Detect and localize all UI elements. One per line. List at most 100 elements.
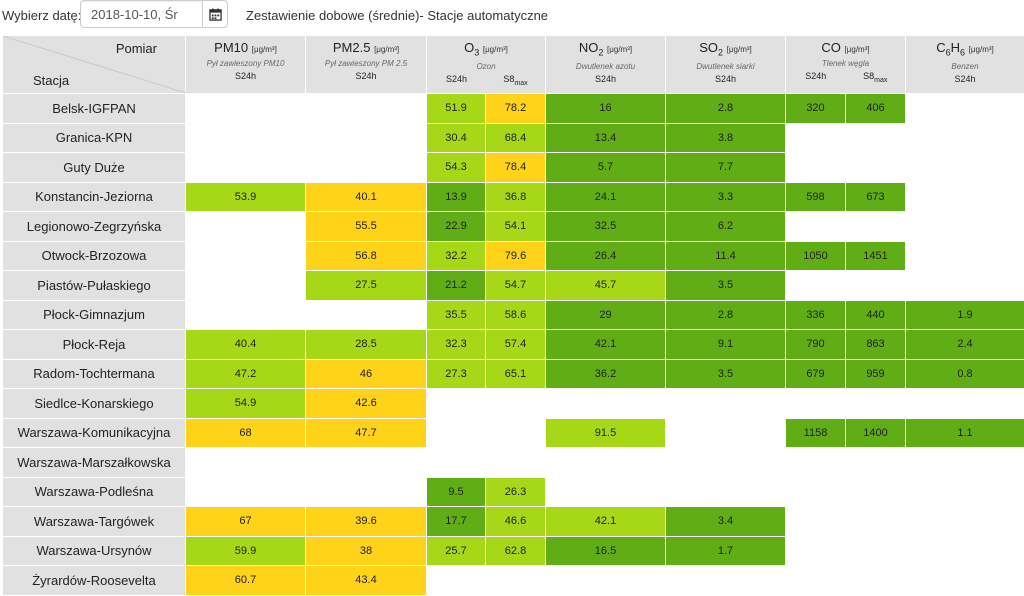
value-cell xyxy=(306,477,427,507)
station-name[interactable]: Piastów-Pułaskiego xyxy=(3,271,186,301)
value-cell: 43.4 xyxy=(306,566,427,596)
value-cell xyxy=(546,566,666,596)
station-name[interactable]: Płock-Reja xyxy=(3,330,186,360)
value-cell xyxy=(906,212,1024,242)
table-row: Warszawa-Marszałkowska xyxy=(3,448,1024,478)
value-cell xyxy=(546,477,666,507)
value-cell: 1158 xyxy=(786,418,846,448)
calendar-button[interactable] xyxy=(202,0,228,28)
value-cell: 59.9 xyxy=(186,536,306,566)
station-name[interactable]: Granica-KPN xyxy=(3,123,186,153)
value-cell: 40.4 xyxy=(186,330,306,360)
value-cell xyxy=(186,300,306,330)
station-name[interactable]: Warszawa-Marszałkowska xyxy=(3,448,186,478)
value-cell: 26.4 xyxy=(546,241,666,271)
value-cell xyxy=(846,477,906,507)
so2-unit: [μg/m³] xyxy=(727,45,752,54)
value-cell xyxy=(846,566,906,596)
value-cell: 78.4 xyxy=(486,153,546,183)
value-cell xyxy=(846,448,906,478)
station-name[interactable]: Warszawa-Ursynów xyxy=(3,536,186,566)
header-c6h6[interactable]: C6H6 [μg/m³] Benzen S24h xyxy=(906,36,1024,94)
value-cell xyxy=(906,94,1024,124)
value-cell: 79.6 xyxy=(486,241,546,271)
value-cell xyxy=(306,448,427,478)
pm25-unit: [μg/m³] xyxy=(374,45,399,54)
co-unit: [μg/m³] xyxy=(845,45,870,54)
value-cell: 2.4 xyxy=(906,330,1024,360)
value-cell: 51.9 xyxy=(427,94,486,124)
station-name[interactable]: Warszawa-Targówek xyxy=(3,507,186,537)
value-cell xyxy=(906,477,1024,507)
value-cell: 46 xyxy=(306,359,427,389)
value-cell: 1.1 xyxy=(906,418,1024,448)
value-cell xyxy=(546,448,666,478)
so2-sub: 2 xyxy=(718,48,723,58)
page-title: Zestawienie dobowe (średnie)- Stacje aut… xyxy=(246,8,548,23)
station-name[interactable]: Belsk-IGFPAN xyxy=(3,94,186,124)
value-cell: 406 xyxy=(846,94,906,124)
value-cell xyxy=(486,418,546,448)
value-cell xyxy=(906,153,1024,183)
header-no2[interactable]: NO2 [μg/m³] Dwutlenek azotu S24h xyxy=(546,36,666,94)
value-cell: 32.5 xyxy=(546,212,666,242)
value-cell: 29 xyxy=(546,300,666,330)
station-name[interactable]: Radom-Tochtermana xyxy=(3,359,186,389)
value-cell: 17.7 xyxy=(427,507,486,537)
station-name[interactable]: Żyrardów-Roosevelta xyxy=(3,566,186,596)
o3-unit: [μg/m³] xyxy=(483,45,508,54)
value-cell: 27.5 xyxy=(306,271,427,301)
value-cell: 3.5 xyxy=(666,359,786,389)
value-cell xyxy=(666,566,786,596)
station-name[interactable]: Siedlce-Konarskiego xyxy=(3,389,186,419)
value-cell: 2.8 xyxy=(666,94,786,124)
value-cell: 27.3 xyxy=(427,359,486,389)
value-cell xyxy=(846,212,906,242)
station-name[interactable]: Warszawa-Podleśna xyxy=(3,477,186,507)
station-name[interactable]: Konstancin-Jeziorna xyxy=(3,182,186,212)
header-row: Pomiar Stacja PM10 [μg/m³] Pył zawieszon… xyxy=(3,36,1024,94)
value-cell: 65.1 xyxy=(486,359,546,389)
station-name[interactable]: Guty Duże xyxy=(3,153,186,183)
value-cell: 58.6 xyxy=(486,300,546,330)
value-cell xyxy=(786,153,846,183)
value-cell: 68 xyxy=(186,418,306,448)
pm10-desc: Pył zawieszony PM10 xyxy=(186,59,305,68)
o3-name: O xyxy=(464,40,474,55)
co-s8: S8max xyxy=(846,71,906,84)
value-cell: 38 xyxy=(306,536,427,566)
value-cell: 679 xyxy=(786,359,846,389)
value-cell xyxy=(427,418,486,448)
value-cell xyxy=(427,448,486,478)
station-name[interactable]: Płock-Gimnazjum xyxy=(3,300,186,330)
station-name[interactable]: Legionowo-Zegrzyńska xyxy=(3,212,186,242)
value-cell xyxy=(906,271,1024,301)
value-cell: 1451 xyxy=(846,241,906,271)
value-cell: 36.8 xyxy=(486,182,546,212)
value-cell xyxy=(906,536,1024,566)
value-cell xyxy=(306,123,427,153)
header-pm10[interactable]: PM10 [μg/m³] Pył zawieszony PM10 S24h xyxy=(186,36,306,94)
value-cell: 3.5 xyxy=(666,271,786,301)
header-so2[interactable]: SO2 [μg/m³] Dwutlenek siarki S24h xyxy=(666,36,786,94)
value-cell: 1050 xyxy=(786,241,846,271)
value-cell: 1.7 xyxy=(666,536,786,566)
value-cell: 9.5 xyxy=(427,477,486,507)
so2-name: SO xyxy=(699,40,718,55)
value-cell: 440 xyxy=(846,300,906,330)
pm25-name: PM2.5 xyxy=(333,40,371,55)
header-pm25[interactable]: PM2.5 [μg/m³] Pył zawieszony PM 2.5 S24h xyxy=(306,36,427,94)
value-cell xyxy=(786,566,846,596)
date-input[interactable] xyxy=(80,0,202,28)
no2-sub: 2 xyxy=(598,48,603,58)
value-cell: 1.9 xyxy=(906,300,1024,330)
so2-avg: S24h xyxy=(666,74,785,84)
station-name[interactable]: Otwock-Brzozowa xyxy=(3,241,186,271)
station-name[interactable]: Warszawa-Komunikacyjna xyxy=(3,418,186,448)
value-cell xyxy=(786,477,846,507)
